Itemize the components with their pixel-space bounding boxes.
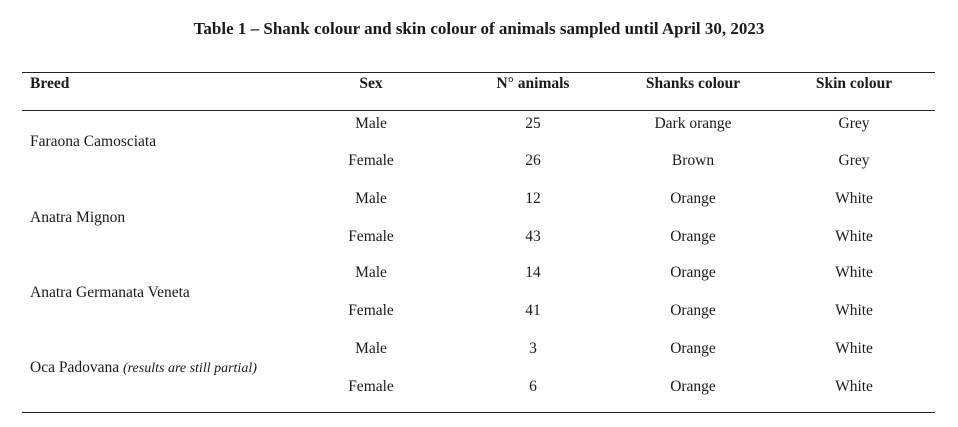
cell-animals: 41 xyxy=(525,302,541,319)
cell-skin: White xyxy=(835,190,873,207)
cell-animals: 12 xyxy=(525,190,541,207)
cell-sex: Male xyxy=(355,340,387,357)
cell-skin: White xyxy=(835,264,873,281)
cell-shanks: Orange xyxy=(670,264,716,281)
header-skin: Skin colour xyxy=(815,75,893,92)
cell-sex: Female xyxy=(348,228,394,245)
cell-shanks: Orange xyxy=(670,378,716,395)
header-breed: Breed xyxy=(30,75,70,92)
cell-animals: 14 xyxy=(525,264,541,281)
table-caption: Table 1 – Shank colour and skin colour o… xyxy=(193,19,765,38)
breed-name: Faraona Camosciata xyxy=(30,133,157,150)
cell-animals: 25 xyxy=(525,115,541,132)
header-sex: Sex xyxy=(359,75,383,92)
cell-skin: Grey xyxy=(838,115,870,132)
cell-animals: 26 xyxy=(525,152,541,169)
table-rule-top xyxy=(22,72,935,73)
cell-sex: Female xyxy=(348,378,394,395)
breed-note: (results are still partial) xyxy=(122,361,257,376)
cell-shanks: Orange xyxy=(670,190,716,207)
cell-sex: Female xyxy=(348,302,394,319)
cell-skin: White xyxy=(835,302,873,319)
cell-animals: 3 xyxy=(529,340,537,357)
header-animals: N° animals xyxy=(496,75,570,92)
cell-animals: 43 xyxy=(525,228,541,245)
breed-name: Anatra Mignon xyxy=(30,209,126,226)
cell-skin: White xyxy=(835,228,873,245)
breed-name: Anatra Germanata Veneta xyxy=(30,284,190,301)
cell-sex: Female xyxy=(348,152,394,169)
cell-sex: Male xyxy=(355,115,387,132)
cell-skin: White xyxy=(835,378,873,395)
cell-shanks: Orange xyxy=(670,228,716,245)
cell-shanks: Orange xyxy=(670,302,716,319)
table-rule-bottom xyxy=(22,412,935,413)
table-rule-header xyxy=(22,110,935,111)
cell-shanks: Orange xyxy=(670,340,716,357)
cell-skin: White xyxy=(835,340,873,357)
cell-shanks: Brown xyxy=(671,152,715,169)
cell-shanks: Dark orange xyxy=(654,115,732,132)
cell-sex: Male xyxy=(355,264,387,281)
header-shanks: Shanks colour xyxy=(645,75,741,92)
cell-skin: Grey xyxy=(838,152,870,169)
cell-animals: 6 xyxy=(529,378,537,395)
breed-name: Oca Padovana (results are still partial) xyxy=(30,359,257,376)
cell-sex: Male xyxy=(355,190,387,207)
